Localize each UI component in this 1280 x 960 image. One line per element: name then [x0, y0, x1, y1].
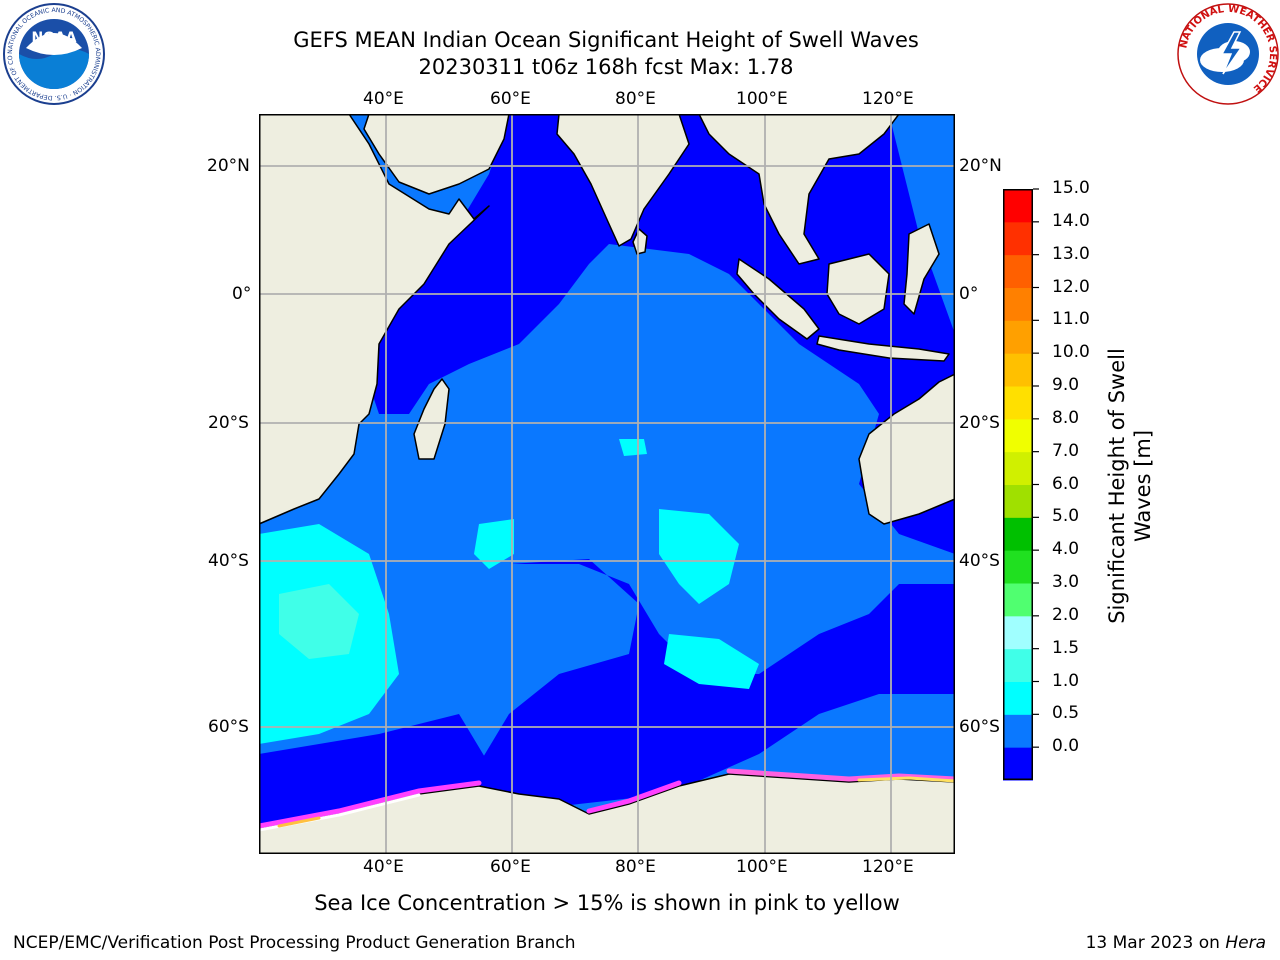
colorbar-label: 6.0 [1052, 473, 1080, 494]
footer-date-text: 13 Mar 2023 on [1085, 933, 1220, 953]
lat-tick-left-0: 0° [232, 284, 252, 304]
map-title: GEFS MEAN Indian Ocean Significant Heigh… [293, 28, 919, 52]
swell-region-cyan-center [659, 509, 739, 604]
lon-tick-top-100e: 100°E [736, 89, 788, 109]
colorbar-label: 8.0 [1052, 407, 1080, 428]
lon-tick-bottom-80e: 80°E [615, 857, 656, 877]
swell-region-cyan-small [619, 439, 647, 456]
lon-tick-bottom-60e: 60°E [490, 857, 531, 877]
swell-region-cyan-south [664, 634, 759, 689]
land-sumatra [736, 258, 820, 340]
colorbar-label: 13.0 [1052, 243, 1090, 264]
colorbar-cell [1003, 418, 1033, 453]
lat-tick-right-60s: 60°S [959, 717, 1000, 737]
graticule [259, 114, 955, 854]
colorbar-cell [1003, 254, 1033, 288]
colorbar-cell [1003, 189, 1033, 223]
land-southeast-asia [698, 114, 900, 265]
colorbar-label: 14.0 [1052, 210, 1090, 231]
land-arabia [363, 114, 510, 195]
colorbar-label: 2.0 [1052, 604, 1080, 625]
colorbar-cell [1003, 747, 1033, 781]
colorbar-label: 4.0 [1052, 539, 1080, 560]
land-india [556, 114, 690, 247]
colorbar-cell [1003, 484, 1033, 518]
colorbar-label: 1.0 [1052, 670, 1080, 691]
colorbar-cell [1003, 615, 1033, 650]
footer-host: Hera [1225, 933, 1266, 953]
map-subtitle: 20230311 t06z 168h fcst Max: 1.78 [418, 55, 794, 79]
noaa-logo: NATIONAL OCEANIC AND ATMOSPHERIC ADMINIS… [2, 2, 105, 105]
colorbar-label: 0.5 [1052, 703, 1080, 724]
colorbar-cell [1003, 681, 1033, 715]
land-java [816, 335, 950, 362]
colorbar-label: 7.0 [1052, 440, 1080, 461]
colorbar-cell [1003, 714, 1033, 748]
lat-tick-left-40s: 40°S [208, 551, 249, 571]
colorbar-label: 0.0 [1052, 736, 1080, 757]
colorbar-cell [1003, 583, 1033, 617]
colorbar-label: 10.0 [1052, 342, 1090, 363]
colorbar-cell [1003, 320, 1033, 354]
land-masses [259, 114, 955, 854]
swell-height-map [259, 114, 955, 854]
swell-region-cyan-west [474, 519, 514, 569]
map-border [259, 114, 955, 854]
lat-tick-right-20s: 20°S [959, 413, 1000, 433]
colorbar-label: 1.5 [1052, 637, 1080, 658]
land-australia [858, 373, 955, 525]
colorbar-title-line2: Waves [m] [1131, 429, 1155, 543]
swell-region-low-south [459, 559, 955, 814]
sea-ice-edge [259, 768, 955, 832]
land-africa [259, 114, 490, 525]
colorbar-title-line1: Significant Height of Swell [1105, 348, 1129, 624]
land-antarctica [259, 773, 955, 854]
swell-region-light-cyan [279, 584, 359, 659]
lat-tick-right-0: 0° [959, 284, 979, 304]
lon-tick-top-80e: 80°E [615, 89, 656, 109]
land-madagascar [413, 378, 450, 460]
colorbar-label: 11.0 [1052, 309, 1090, 330]
colorbar-label: 9.0 [1052, 375, 1080, 395]
colorbar-label: 12.0 [1052, 276, 1090, 297]
lat-tick-left-20s: 20°S [208, 413, 249, 433]
lon-tick-bottom-40e: 40°E [363, 857, 404, 877]
lat-tick-left-60s: 60°S [208, 717, 249, 737]
land-sulawesi [903, 223, 940, 315]
colorbar-title: Significant Height of Swell Waves [m] [1104, 348, 1156, 624]
colorbar-cell [1003, 550, 1033, 584]
lat-tick-right-40s: 40°S [959, 551, 1000, 571]
footer-date: 13 Mar 2023 on Hera [1086, 933, 1266, 953]
colorbar-cell [1003, 648, 1033, 682]
lon-tick-bottom-120e: 120°E [862, 857, 914, 877]
lat-tick-right-20n: 20°N [959, 156, 1002, 176]
colorbar-label: 3.0 [1052, 572, 1080, 592]
lon-tick-top-60e: 60°E [490, 89, 531, 109]
colorbar-cell [1003, 353, 1033, 387]
colorbar-cell [1003, 451, 1033, 485]
colorbar-cell [1003, 517, 1033, 551]
colorbar [1003, 188, 1039, 781]
sea-ice-note: Sea Ice Concentration > 15% is shown in … [314, 891, 900, 915]
land-sri-lanka [632, 228, 648, 255]
nws-logo: NATIONAL WEATHER SERVICE [1177, 3, 1279, 105]
land-borneo [826, 253, 890, 325]
colorbar-cell [1003, 287, 1033, 321]
lon-tick-bottom-100e: 100°E [736, 857, 788, 877]
lat-tick-left-20n: 20°N [207, 156, 250, 176]
colorbar-label: 5.0 [1052, 506, 1080, 527]
colorbar-label: 15.0 [1052, 178, 1090, 198]
colorbar-cell [1003, 221, 1033, 256]
lon-tick-top-40e: 40°E [363, 89, 404, 109]
noaa-logo-text: NOAA [32, 30, 77, 46]
footer-branch: NCEP/EMC/Verification Post Processing Pr… [13, 933, 576, 953]
colorbar-cell [1003, 386, 1033, 420]
lon-tick-top-120e: 120°E [862, 89, 914, 109]
